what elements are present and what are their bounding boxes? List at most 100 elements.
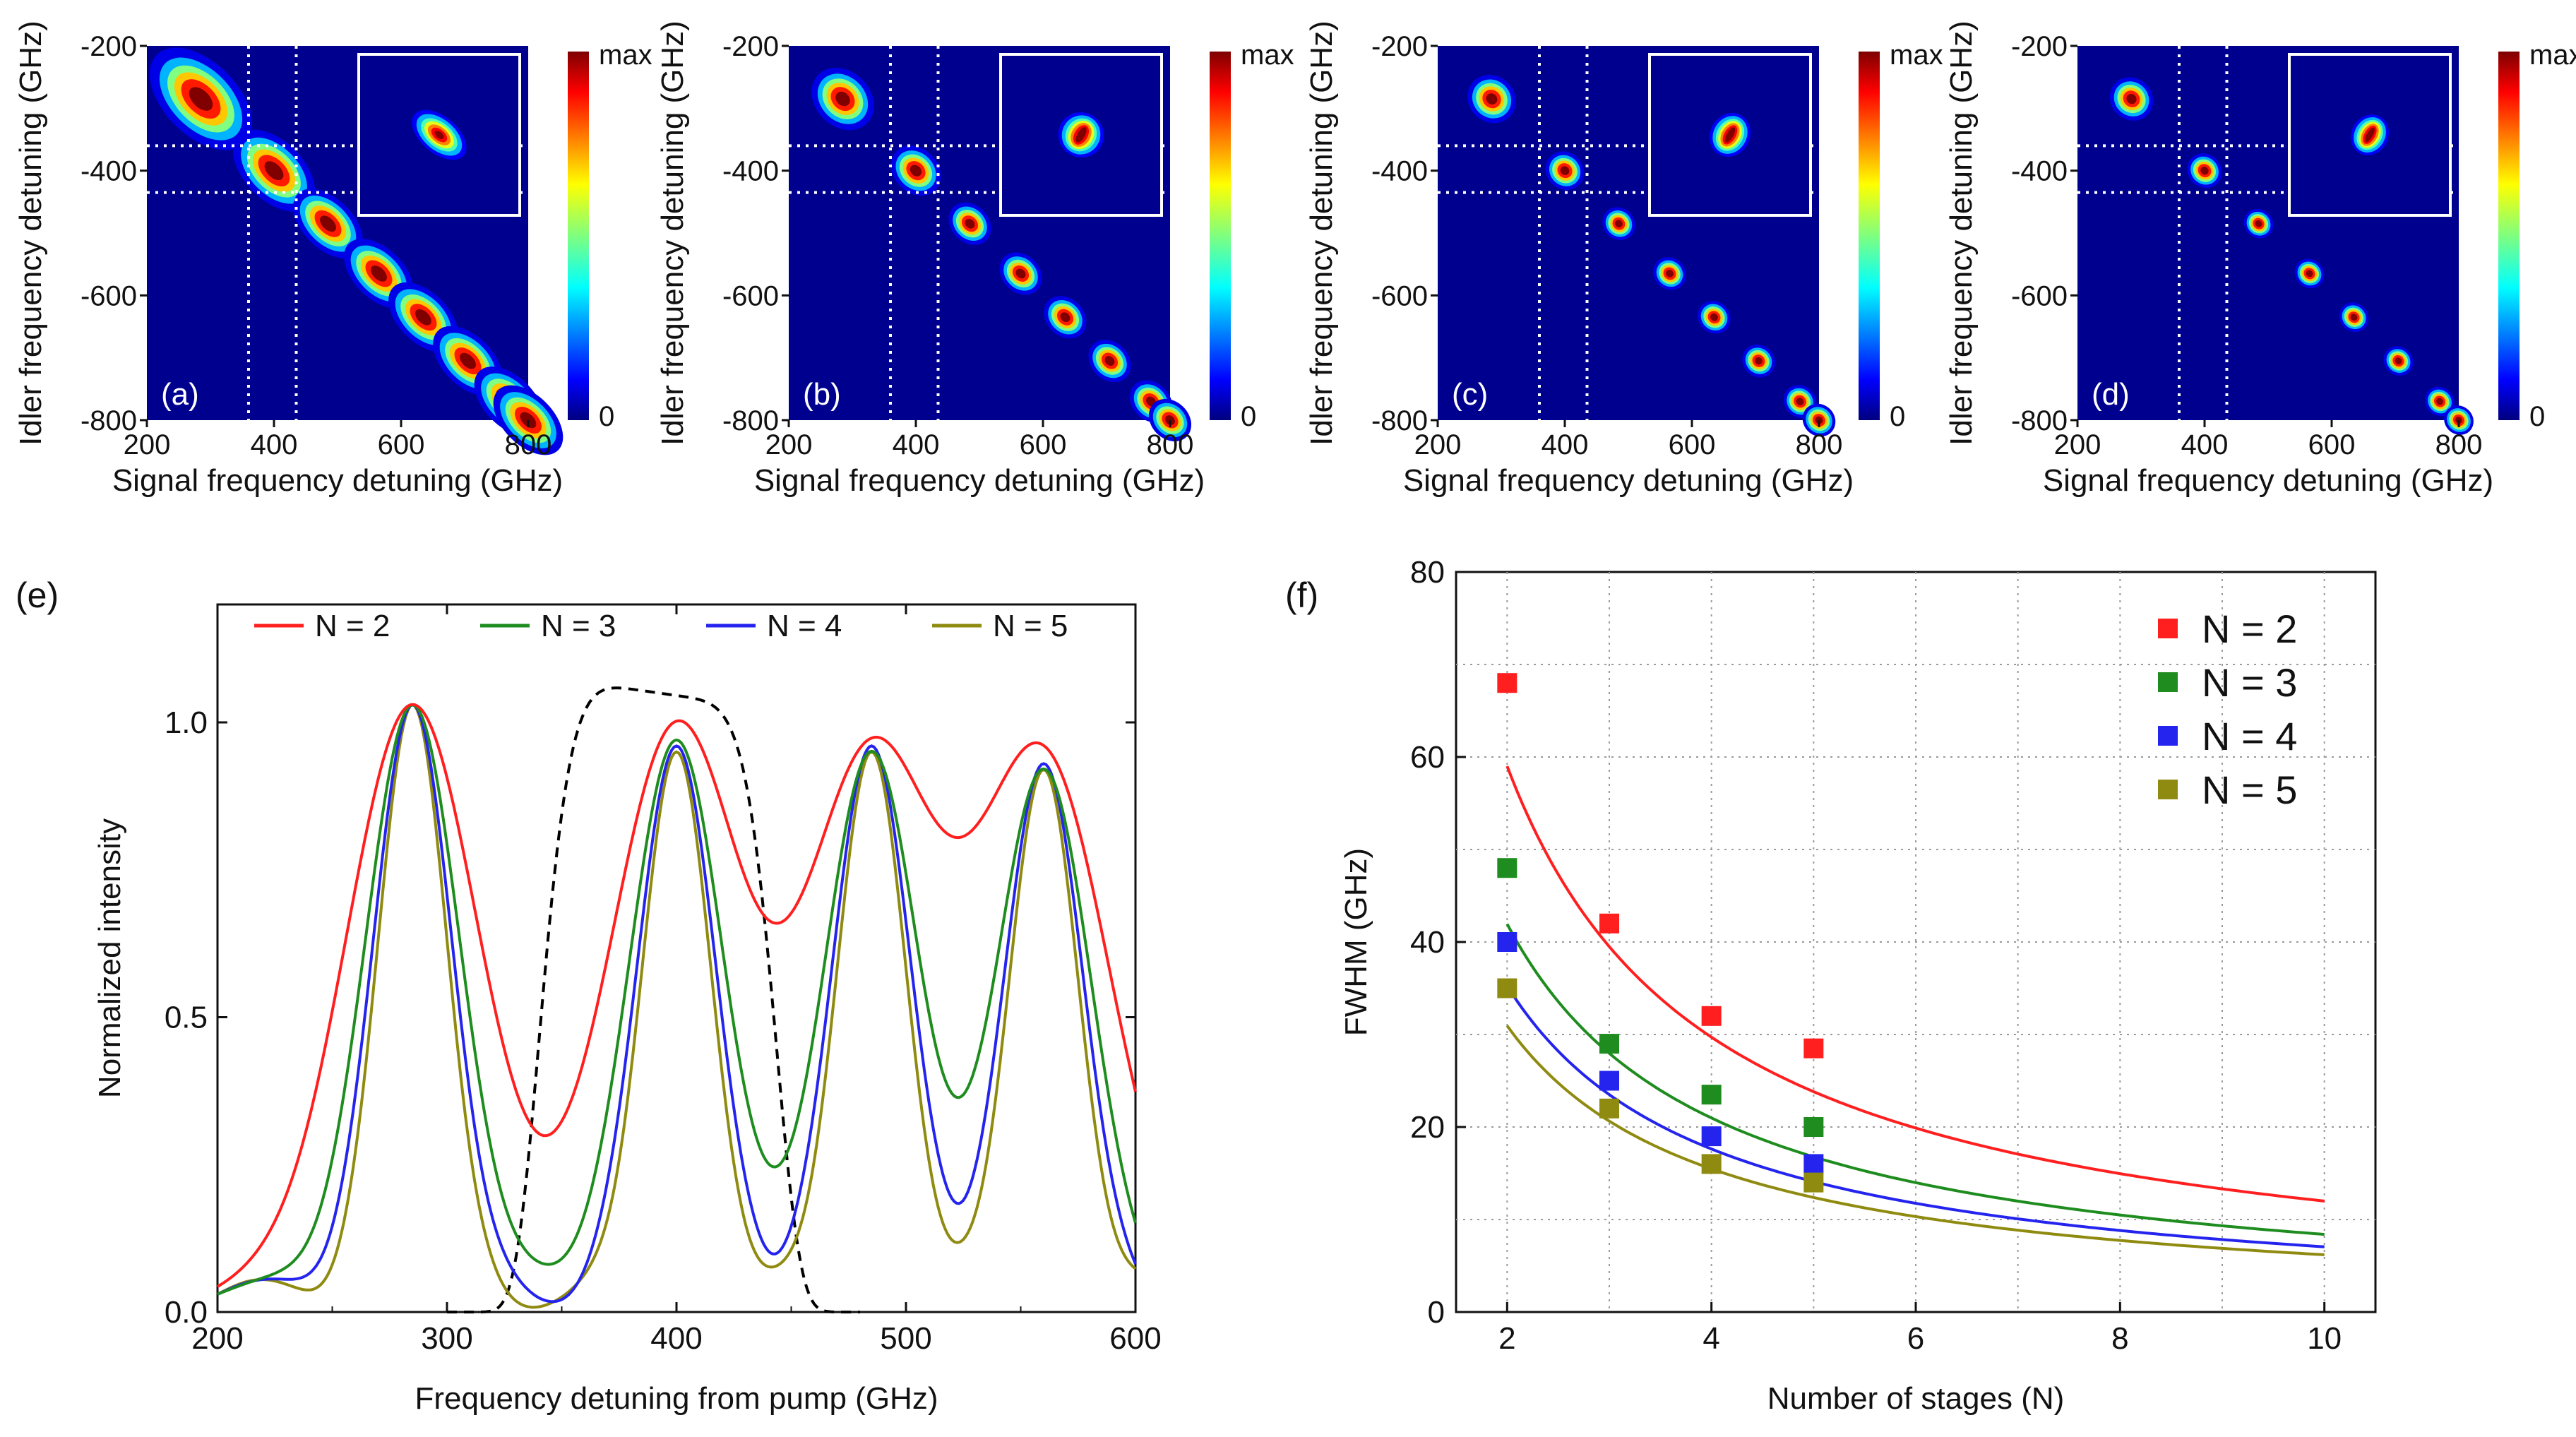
heatmap-spot-layer xyxy=(1710,313,1718,321)
heatmap-spot xyxy=(2425,386,2455,417)
heatmap-xlabel: Signal frequency detuning (GHz) xyxy=(112,463,563,498)
x-tick-label: 600 xyxy=(2308,429,2356,460)
spectrum-curve-N=2 xyxy=(216,703,1137,1288)
x-tick-label: 4 xyxy=(1703,1321,1719,1356)
y-tick-label: 1.0 xyxy=(165,705,208,740)
panel-f-curves xyxy=(1497,673,2325,1256)
heatmap-panel-label: (b) xyxy=(803,377,841,412)
heatmap-ylabel: Idler frequency detuning (GHz) xyxy=(655,20,690,446)
heatmap-panel-3: (c) 200 400 600 800 -200 -400 -600 -800 Signal fr… xyxy=(1304,20,1943,498)
colorbar xyxy=(1859,52,1880,420)
y-tick-label: -600 xyxy=(2011,280,2068,311)
inset-spot-layer xyxy=(2365,127,2375,143)
colorbar-max-label: max xyxy=(1890,40,1943,71)
x-tick-label: 200 xyxy=(124,429,171,460)
heatmap-ylabel: Idler frequency detuning (GHz) xyxy=(13,20,48,446)
y-tick-label: -200 xyxy=(80,31,137,62)
inset-spot-layer xyxy=(1075,127,1087,143)
x-tick-label: 800 xyxy=(1147,429,1194,460)
y-tick-label: 0 xyxy=(1428,1295,1445,1330)
heatmap-panel-label: (a) xyxy=(161,377,199,412)
heatmap-row: (a) 200 400 600 800 -200 -400 -600 -800 Signal fr… xyxy=(13,20,2576,498)
heatmap-spot xyxy=(1044,296,1087,339)
heatmap-spot-layer xyxy=(1560,166,1570,175)
x-tick-label: 200 xyxy=(191,1321,243,1356)
data-point-N=4 xyxy=(1803,1154,1824,1174)
y-tick-label: 0.0 xyxy=(165,1295,208,1330)
legend-label: N = 4 xyxy=(2202,714,2297,758)
heatmap-spot xyxy=(2187,153,2222,189)
x-tick-label: 500 xyxy=(880,1321,931,1356)
heatmap-spot-layer xyxy=(1615,220,1623,228)
heatmap-spot-layer xyxy=(1060,312,1071,323)
y-tick-label: -600 xyxy=(722,280,779,311)
heatmap-spot-layer xyxy=(2200,166,2209,175)
heatmap-spot xyxy=(1698,301,1731,334)
heatmap-panel-4: (d) 200 400 600 800 -200 -400 -600 -800 Signal fr… xyxy=(1944,20,2576,498)
heatmap-spot xyxy=(2294,258,2325,289)
heatmap-spot-layer xyxy=(2350,314,2358,321)
panel-f-ylabel: FWHM (GHz) xyxy=(1339,848,1373,1036)
inset-spot xyxy=(1709,113,1751,157)
heatmap-ylabel: Idler frequency detuning (GHz) xyxy=(1304,20,1339,446)
x-tick-label: 800 xyxy=(505,429,552,460)
x-tick-label: 600 xyxy=(1020,429,1067,460)
fit-curve-N=4 xyxy=(1505,985,2325,1248)
heatmap-spot-layer xyxy=(2255,220,2262,227)
y-tick-label: -200 xyxy=(722,31,779,62)
heatmap-spot-layer xyxy=(189,87,213,111)
heatmap-panel-label: (d) xyxy=(2092,377,2130,412)
heatmap-spot xyxy=(1653,257,1686,290)
y-tick-label: 0.5 xyxy=(165,1001,208,1035)
legend-label: N = 5 xyxy=(2202,768,2297,812)
heatmap-spot xyxy=(2383,346,2414,376)
heatmap-spot xyxy=(232,129,316,212)
heatmap-spot xyxy=(1129,380,1173,423)
panel-f-xlabel: Number of stages (N) xyxy=(1767,1381,2065,1416)
data-point-N=5 xyxy=(1701,1154,1722,1174)
data-point-N=4 xyxy=(1701,1126,1722,1147)
colorbar-max-label: max xyxy=(2529,40,2576,71)
data-point-N=4 xyxy=(1599,1071,1619,1091)
y-tick-label: -200 xyxy=(1371,31,1428,62)
heatmap-spot xyxy=(811,67,874,131)
y-tick-label: -400 xyxy=(722,156,779,187)
y-tick-label: -800 xyxy=(1371,405,1428,436)
filter-dashed-curve xyxy=(447,686,860,1313)
legend-swatch xyxy=(2158,780,2178,799)
heatmap-spot xyxy=(890,145,941,196)
colorbar xyxy=(568,52,589,420)
heatmap-panel-2: (b) 200 400 600 800 -200 -400 -600 -800 Signal fr… xyxy=(655,20,1294,498)
panel-e-ylabel: Normalized intensity xyxy=(93,818,127,1098)
inset-spot xyxy=(1058,112,1104,157)
heatmap-spot xyxy=(1783,385,1817,418)
colorbar-max-label: max xyxy=(599,40,652,71)
x-tick-label: 800 xyxy=(2435,429,2483,460)
data-point-N=5 xyxy=(1497,978,1517,998)
heatmap-spot-layer xyxy=(415,309,431,326)
inset-spot xyxy=(2351,114,2389,155)
heatmap-xlabel: Signal frequency detuning (GHz) xyxy=(2043,463,2493,498)
y-tick-label: -600 xyxy=(80,280,137,311)
x-tick-label: 6 xyxy=(1907,1321,1924,1356)
heatmap-spot-layer xyxy=(2306,270,2313,278)
heatmap-spot xyxy=(344,239,414,309)
heatmap-spot-layer xyxy=(1104,356,1115,366)
heatmap-spot xyxy=(1545,151,1585,190)
y-tick-label: -400 xyxy=(2011,156,2068,187)
y-tick-label: 20 xyxy=(1410,1110,1445,1145)
legend-label: N = 5 xyxy=(993,609,1068,643)
fit-curve-N=3 xyxy=(1505,923,2325,1236)
x-tick-label: 600 xyxy=(378,429,425,460)
heatmap-spot-layer xyxy=(371,266,387,282)
panel-e-legend: N = 2 N = 3 N = 4 N = 5 xyxy=(254,609,1068,643)
x-tick-label: 600 xyxy=(1109,1321,1161,1356)
heatmap-panel-label: (c) xyxy=(1452,377,1488,412)
fit-curve-N=5 xyxy=(1505,1025,2325,1256)
heatmap-ylabel: Idler frequency detuning (GHz) xyxy=(1944,20,1979,446)
colorbar-max-label: max xyxy=(1241,40,1294,71)
legend-label: N = 2 xyxy=(2202,607,2297,651)
colorbar xyxy=(2498,52,2520,420)
heatmap-spot-layer xyxy=(1755,357,1763,365)
